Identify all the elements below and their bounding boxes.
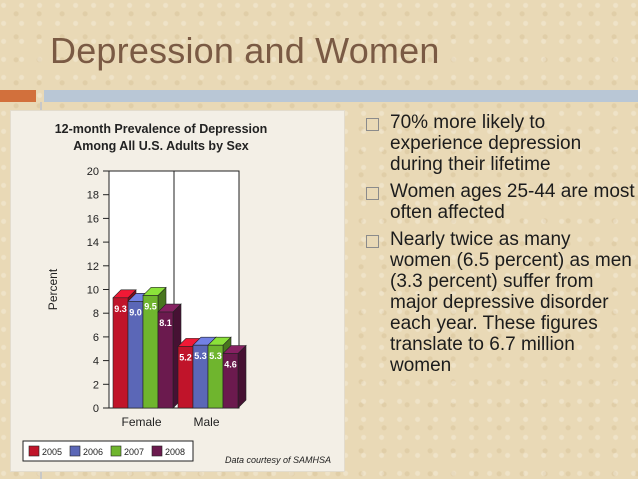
bar-value-label: 5.3: [209, 351, 222, 361]
bar-side: [237, 344, 247, 409]
chart-panel: 12-month Prevalence of Depression Among A…: [10, 110, 345, 472]
y-axis-label: Percent: [46, 268, 60, 310]
bar: [222, 353, 239, 409]
bar-value-label: 5.2: [179, 352, 192, 362]
legend: [22, 440, 194, 462]
y-tick-label: 2: [93, 379, 99, 391]
y-tick-label: 14: [87, 237, 99, 249]
header-divider: [0, 90, 638, 102]
bullet-text: 70% more likely to experience depression…: [390, 112, 582, 175]
bullet-box-icon: [366, 187, 379, 200]
y-tick-label: 16: [87, 213, 99, 225]
bullet-list: 70% more likely to experience depression…: [360, 112, 635, 382]
bullet-box-icon: [366, 235, 379, 248]
legend-swatch: [69, 445, 81, 457]
y-tick-label: 0: [93, 403, 99, 415]
bar-value-label: 8.1: [159, 318, 172, 328]
chart-title: Among All U.S. Adults by Sex: [73, 139, 249, 153]
y-tick-label: 8: [93, 308, 99, 320]
bar-value-label: 9.3: [114, 304, 127, 314]
bar: [142, 295, 159, 409]
x-tick-label: Male: [193, 415, 219, 429]
bar-chart: 12-month Prevalence of Depression Among A…: [22, 122, 331, 465]
bar: [112, 297, 129, 409]
bar-value-label: 9.0: [129, 307, 142, 317]
y-tick-label: 18: [87, 190, 99, 202]
chart-credit: Data courtesy of SAMHSA: [225, 455, 331, 465]
divider-accent-orange: [0, 90, 36, 102]
y-tick-label: 12: [87, 261, 99, 273]
legend-swatch: [151, 445, 163, 457]
bullet-item: Women ages 25-44 are most often affected: [360, 181, 635, 223]
legend-swatch: [110, 445, 122, 457]
bullet-text: Nearly twice as many women (6.5 percent)…: [390, 229, 632, 376]
legend-label: 2008: [165, 447, 185, 457]
y-tick-label: 10: [87, 285, 99, 297]
legend-swatch: [28, 445, 40, 457]
chart-title: 12-month Prevalence of Depression: [55, 122, 268, 136]
bar: [157, 311, 174, 409]
bullet-item: Nearly twice as many women (6.5 percent)…: [360, 229, 635, 376]
x-tick-label: Female: [121, 415, 161, 429]
y-tick-label: 6: [93, 332, 99, 344]
y-tick-label: 20: [87, 166, 99, 178]
slide-title: Depression and Women: [50, 30, 440, 71]
bullet-box-icon: [366, 118, 379, 131]
legend-label: 2007: [124, 447, 144, 457]
y-tick-label: 4: [93, 356, 99, 368]
bar-value-label: 9.5: [144, 301, 157, 311]
bullet-item: 70% more likely to experience depression…: [360, 112, 635, 175]
bar-value-label: 5.3: [194, 351, 207, 361]
bar-value-label: 4.6: [224, 359, 237, 369]
legend-label: 2006: [83, 447, 103, 457]
bullet-text: Women ages 25-44 are most often affected: [390, 181, 635, 223]
legend-label: 2005: [42, 447, 62, 457]
divider-accent-blue: [44, 90, 638, 102]
